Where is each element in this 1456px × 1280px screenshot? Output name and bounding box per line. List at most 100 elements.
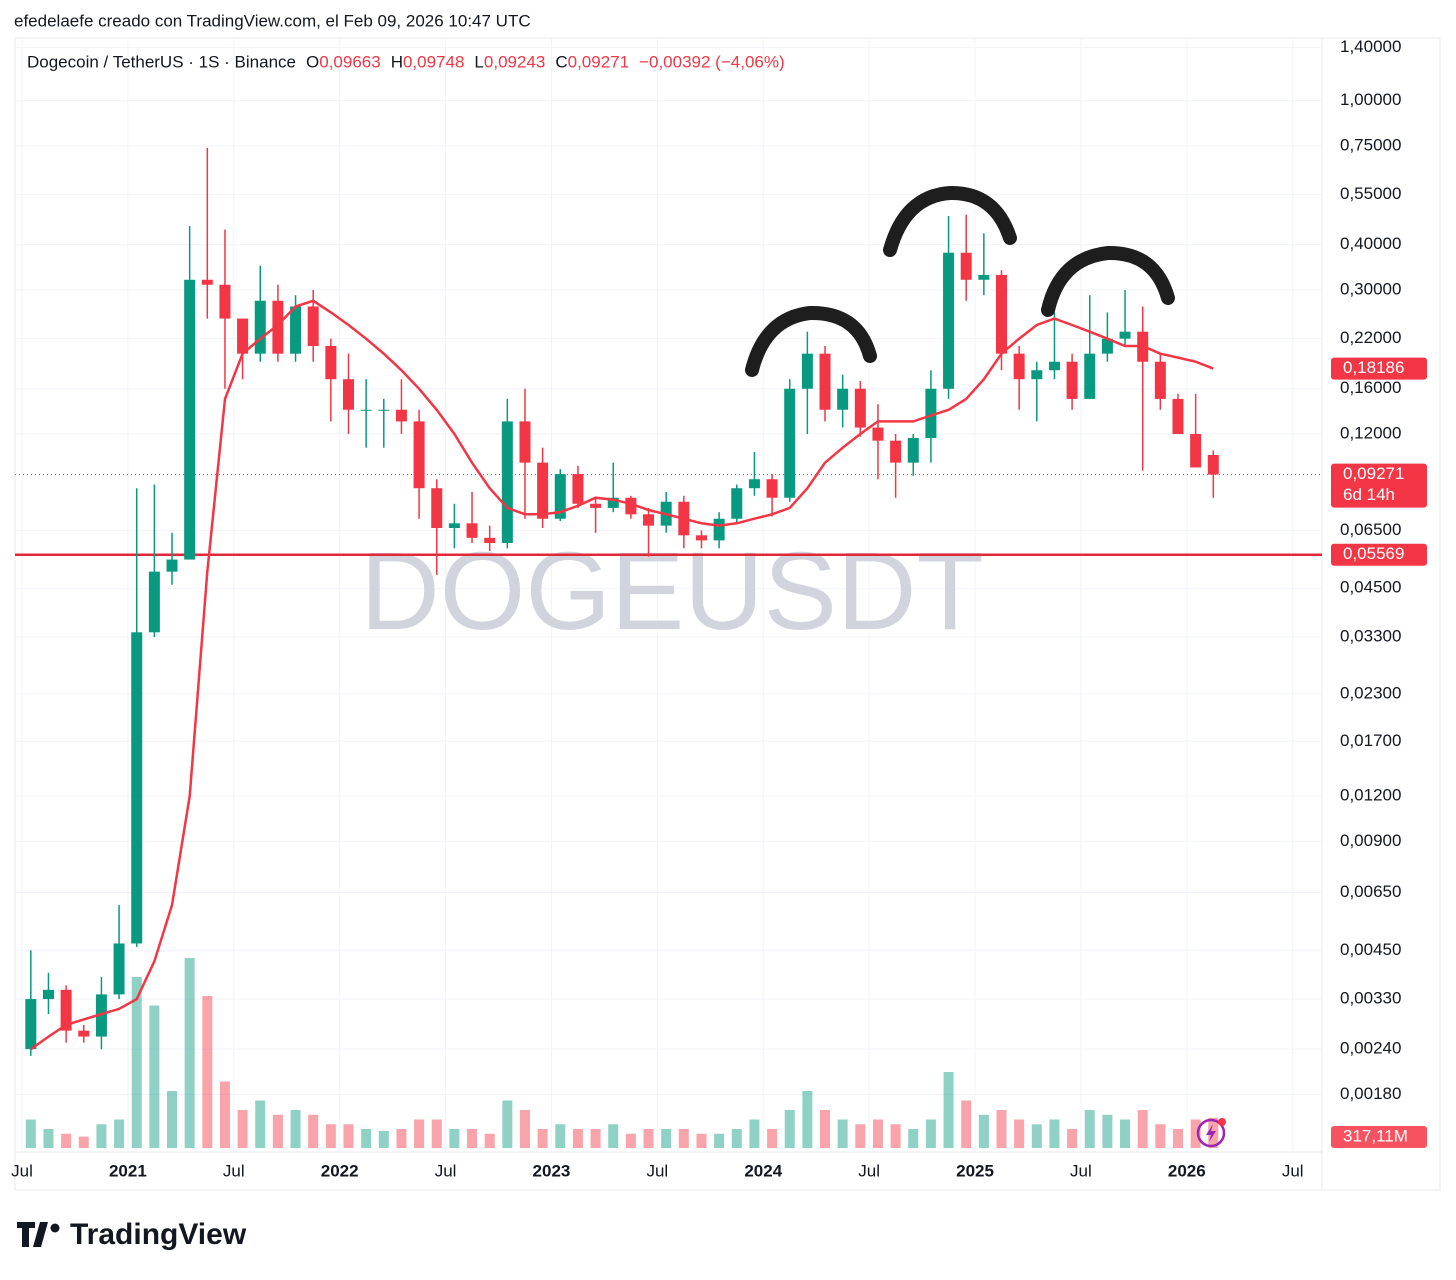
candle-body	[695, 535, 707, 541]
volume-bar	[643, 1129, 654, 1148]
volume-bar	[837, 1119, 848, 1148]
candle-body	[854, 388, 866, 428]
x-tick-label: Jul	[1282, 1161, 1304, 1180]
volume-bar	[255, 1100, 266, 1148]
icon-dot	[1218, 1118, 1226, 1126]
volume-bar	[290, 1110, 301, 1148]
icon-ring	[1196, 1118, 1226, 1148]
y-tick-label: 0,01700	[1340, 731, 1401, 750]
candle-body	[1013, 353, 1025, 380]
y-tick-label: 0,00240	[1340, 1039, 1401, 1058]
volume-label: 317,11M	[1343, 1126, 1408, 1145]
volume-bar	[1031, 1124, 1042, 1148]
brand-logo	[17, 1222, 48, 1247]
y-tick-label: 0,00450	[1340, 940, 1401, 959]
candle-body	[1031, 370, 1043, 380]
volume-bar	[43, 1129, 54, 1148]
volume-bar	[467, 1129, 478, 1148]
x-tick-label: 2021	[109, 1161, 147, 1180]
candle-body	[166, 559, 178, 572]
candle-body	[148, 571, 160, 633]
candle-body	[713, 518, 725, 541]
candle-body	[413, 421, 425, 489]
volume-bar	[625, 1133, 636, 1148]
y-tick-label: 0,16000	[1340, 378, 1401, 397]
volume-bar	[820, 1110, 831, 1148]
alert-icon	[1196, 1118, 1226, 1148]
volume-bar	[1084, 1110, 1095, 1148]
candle-body	[519, 421, 531, 463]
brand-name: TradingView	[70, 1218, 247, 1251]
volume-bar	[608, 1124, 619, 1148]
candle-body	[1084, 353, 1096, 399]
volume-bar	[802, 1091, 813, 1148]
frame	[14, 37, 1441, 1191]
y-tick-label: 0,06500	[1340, 520, 1401, 539]
y-tick-label: 0,04500	[1340, 578, 1401, 597]
volume-bar	[96, 1124, 107, 1148]
ohlc-value: 0,09748	[403, 52, 464, 71]
candle-body	[201, 279, 213, 285]
candle-body	[960, 252, 972, 280]
ohlc-key: H	[391, 52, 403, 71]
candle-body	[1154, 361, 1166, 399]
x-tick-label: Jul	[11, 1161, 33, 1180]
price-label-box	[1331, 357, 1427, 380]
candle-body	[766, 479, 778, 498]
candle-body	[131, 632, 143, 944]
volume-bar	[890, 1124, 901, 1148]
candle-body	[943, 252, 955, 389]
candle-body	[872, 427, 884, 441]
candle-body	[1119, 331, 1131, 339]
volume-bar	[114, 1119, 125, 1148]
volume-bar	[149, 1005, 160, 1148]
volume-bar	[590, 1129, 601, 1148]
y-tick-label: 1,40000	[1340, 37, 1401, 56]
candle-body	[784, 388, 796, 498]
candle-body	[925, 388, 937, 438]
x-tick-label: Jul	[1070, 1161, 1092, 1180]
ohlc-value: 0,09243	[484, 52, 545, 71]
volume-bar	[1172, 1129, 1183, 1148]
grid	[15, 38, 1322, 1152]
y-tick-label: 0,01200	[1340, 786, 1401, 805]
brand-logo	[50, 1223, 60, 1233]
candle-body	[254, 300, 266, 354]
change: −0,00392 (−4,06%)	[639, 52, 785, 71]
legend: Dogecoin / TetherUS · 1S · Binance O 0,09…	[27, 52, 785, 71]
candle-body	[978, 274, 990, 280]
symbol: Dogecoin / TetherUS · 1S · Binance	[27, 52, 296, 71]
icon-bolt	[1206, 1124, 1216, 1142]
y-tick-label: 0,12000	[1340, 423, 1401, 442]
volume-bar	[661, 1129, 672, 1148]
y-tick-label: 0,03300	[1340, 626, 1401, 645]
y-tick-label: 0,30000	[1340, 279, 1401, 298]
x-tick-label: 2025	[956, 1161, 994, 1180]
price-label-box	[1331, 463, 1427, 508]
x-tick-label: 2022	[321, 1161, 359, 1180]
candle-body	[325, 345, 337, 380]
volume-bar	[219, 1081, 230, 1148]
volume-bar	[167, 1091, 178, 1148]
volume-bar	[184, 958, 195, 1148]
y-tick-label: 1,00000	[1340, 90, 1401, 109]
candle-body	[113, 943, 125, 995]
candle-body	[590, 503, 602, 508]
x-tick-label: 2026	[1168, 1161, 1206, 1180]
volume-bar	[202, 996, 213, 1148]
y-tick-label: 0,02300	[1340, 683, 1401, 702]
candle-body	[1048, 361, 1060, 371]
candle-body	[395, 409, 407, 422]
ohlc-value: 0,09271	[568, 52, 629, 71]
candle-body	[996, 274, 1007, 354]
volume-bar	[484, 1133, 495, 1148]
candle-body	[607, 497, 619, 508]
volume-bar	[237, 1110, 248, 1148]
candle-body	[625, 497, 637, 515]
candle-body	[272, 300, 284, 354]
volume-bar	[78, 1136, 89, 1148]
volume-bar	[872, 1119, 883, 1148]
volume-bar	[784, 1110, 795, 1148]
candle-body	[484, 537, 496, 543]
